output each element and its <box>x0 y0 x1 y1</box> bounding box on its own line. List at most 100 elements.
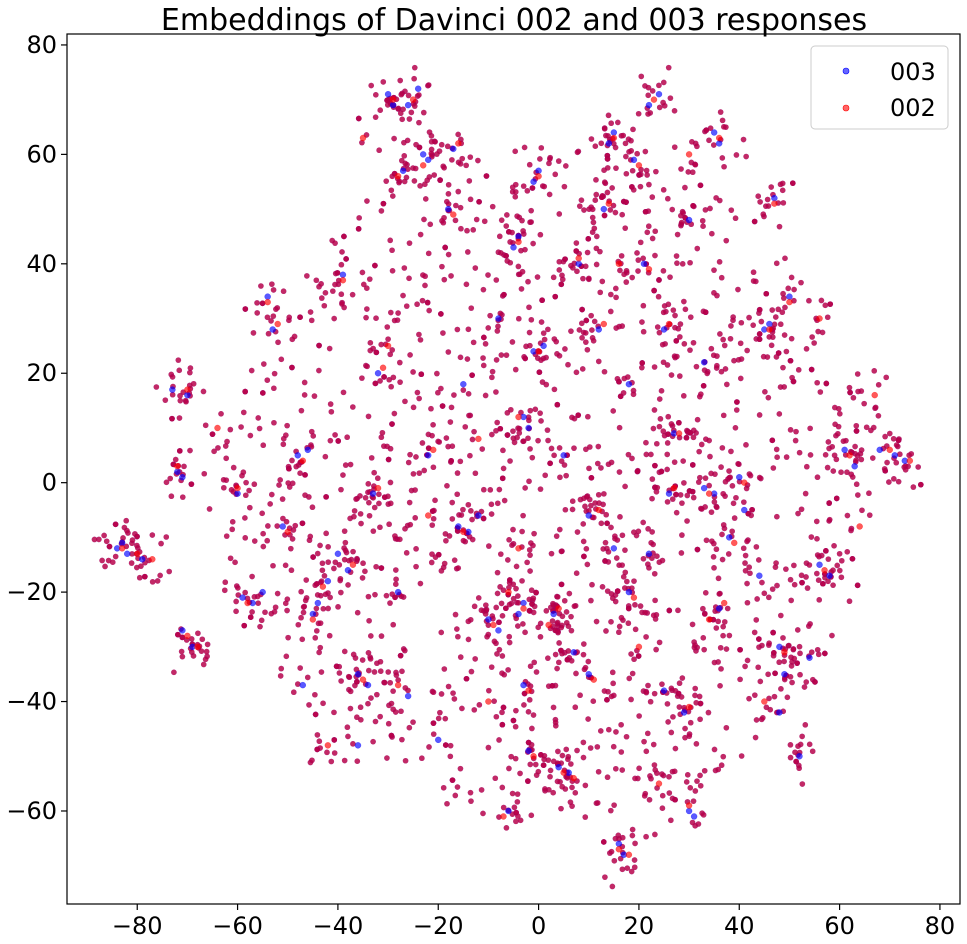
density-point-002 <box>769 586 776 592</box>
density-point-002 <box>746 314 752 321</box>
density-point-002 <box>557 526 563 533</box>
density-point-002 <box>274 305 281 311</box>
density-point-002 <box>714 353 720 359</box>
density-point-002 <box>590 698 597 704</box>
density-point-002 <box>529 725 535 732</box>
density-point-002 <box>665 64 672 71</box>
density-point-002 <box>740 136 747 143</box>
density-point-002 <box>601 368 608 375</box>
density-point-002 <box>562 346 568 352</box>
density-point-002 <box>535 768 542 775</box>
density-point-002 <box>385 456 392 463</box>
density-point-002 <box>498 600 505 607</box>
density-point-002 <box>345 582 351 588</box>
density-point-002 <box>683 779 690 785</box>
density-point-002 <box>582 330 589 336</box>
density-point-002 <box>552 627 559 634</box>
density-point-002 <box>383 592 390 599</box>
density-point-002 <box>611 857 618 864</box>
density-point-002 <box>548 445 555 452</box>
density-point-002 <box>559 613 566 620</box>
density-point-002 <box>558 548 565 555</box>
density-point-002 <box>630 391 637 398</box>
density-point-002 <box>465 501 472 508</box>
density-point-002 <box>520 512 526 519</box>
density-point-002 <box>641 793 648 799</box>
density-point-002 <box>618 253 625 259</box>
density-point-002 <box>777 321 784 328</box>
density-point-002 <box>833 456 840 463</box>
density-point-002 <box>149 579 156 585</box>
density-point-002 <box>613 285 619 292</box>
density-point-002 <box>480 362 487 369</box>
density-point-002 <box>489 368 496 375</box>
density-point-002 <box>643 451 650 458</box>
density-point-002 <box>332 281 338 288</box>
density-point-002 <box>497 310 504 317</box>
density-point-002 <box>728 207 735 213</box>
density-point-002 <box>393 567 399 573</box>
density-point-002 <box>510 526 516 533</box>
density-point-002 <box>893 459 900 466</box>
density-point-002 <box>419 755 425 762</box>
density-point-002 <box>628 696 634 703</box>
density-point-002 <box>652 831 658 838</box>
density-point-002 <box>723 237 730 244</box>
density-point-002 <box>316 738 323 745</box>
density-point-002 <box>468 798 474 804</box>
density-point-002 <box>475 595 482 601</box>
density-point-002 <box>593 618 600 625</box>
density-point-002 <box>464 356 471 362</box>
density-point-002 <box>149 532 156 538</box>
density-point-002 <box>608 693 615 700</box>
density-point-002 <box>703 127 710 133</box>
density-point-002 <box>545 655 551 661</box>
density-point-002 <box>583 494 590 500</box>
density-point-002 <box>556 267 563 273</box>
density-point-002 <box>157 572 163 579</box>
density-point-002 <box>791 562 797 569</box>
density-point-002 <box>513 585 519 592</box>
density-point-002 <box>368 633 374 639</box>
density-point-002 <box>645 84 652 91</box>
density-point-002 <box>561 462 568 468</box>
density-point-002 <box>368 82 375 89</box>
density-point-002 <box>587 745 594 751</box>
density-point-002 <box>788 597 794 604</box>
density-point-002 <box>413 454 419 460</box>
density-point-002 <box>588 136 595 142</box>
density-point-002 <box>665 431 671 437</box>
density-point-002 <box>786 642 792 649</box>
density-point-002 <box>466 178 473 184</box>
density-point-002 <box>883 374 890 381</box>
density-point-002 <box>410 719 416 725</box>
density-point-002 <box>796 643 803 650</box>
density-point-002 <box>550 274 557 281</box>
density-point-002 <box>781 295 787 301</box>
density-point-002 <box>537 410 543 416</box>
density-point-002 <box>731 515 738 521</box>
density-point-002 <box>799 781 806 787</box>
density-point-002 <box>822 302 829 309</box>
density-point-002 <box>694 416 701 423</box>
density-point-002 <box>233 598 239 605</box>
density-point-002 <box>526 329 533 336</box>
density-point-002 <box>740 545 747 552</box>
density-point-002 <box>715 618 721 625</box>
density-point-002 <box>753 544 760 550</box>
density-point-002 <box>471 603 478 610</box>
density-point-002 <box>733 494 739 501</box>
density-point-002 <box>580 275 586 282</box>
density-point-002 <box>640 555 647 562</box>
density-point-002 <box>224 438 230 445</box>
density-point-002 <box>656 396 663 402</box>
density-point-002 <box>310 554 316 560</box>
density-point-002 <box>312 635 319 641</box>
density-point-002 <box>406 275 412 282</box>
density-point-002 <box>853 428 860 434</box>
density-point-002 <box>665 195 671 202</box>
density-point-002 <box>631 529 637 535</box>
density-point-002 <box>413 546 419 552</box>
density-point-002 <box>652 228 659 235</box>
density-point-002 <box>622 225 629 231</box>
